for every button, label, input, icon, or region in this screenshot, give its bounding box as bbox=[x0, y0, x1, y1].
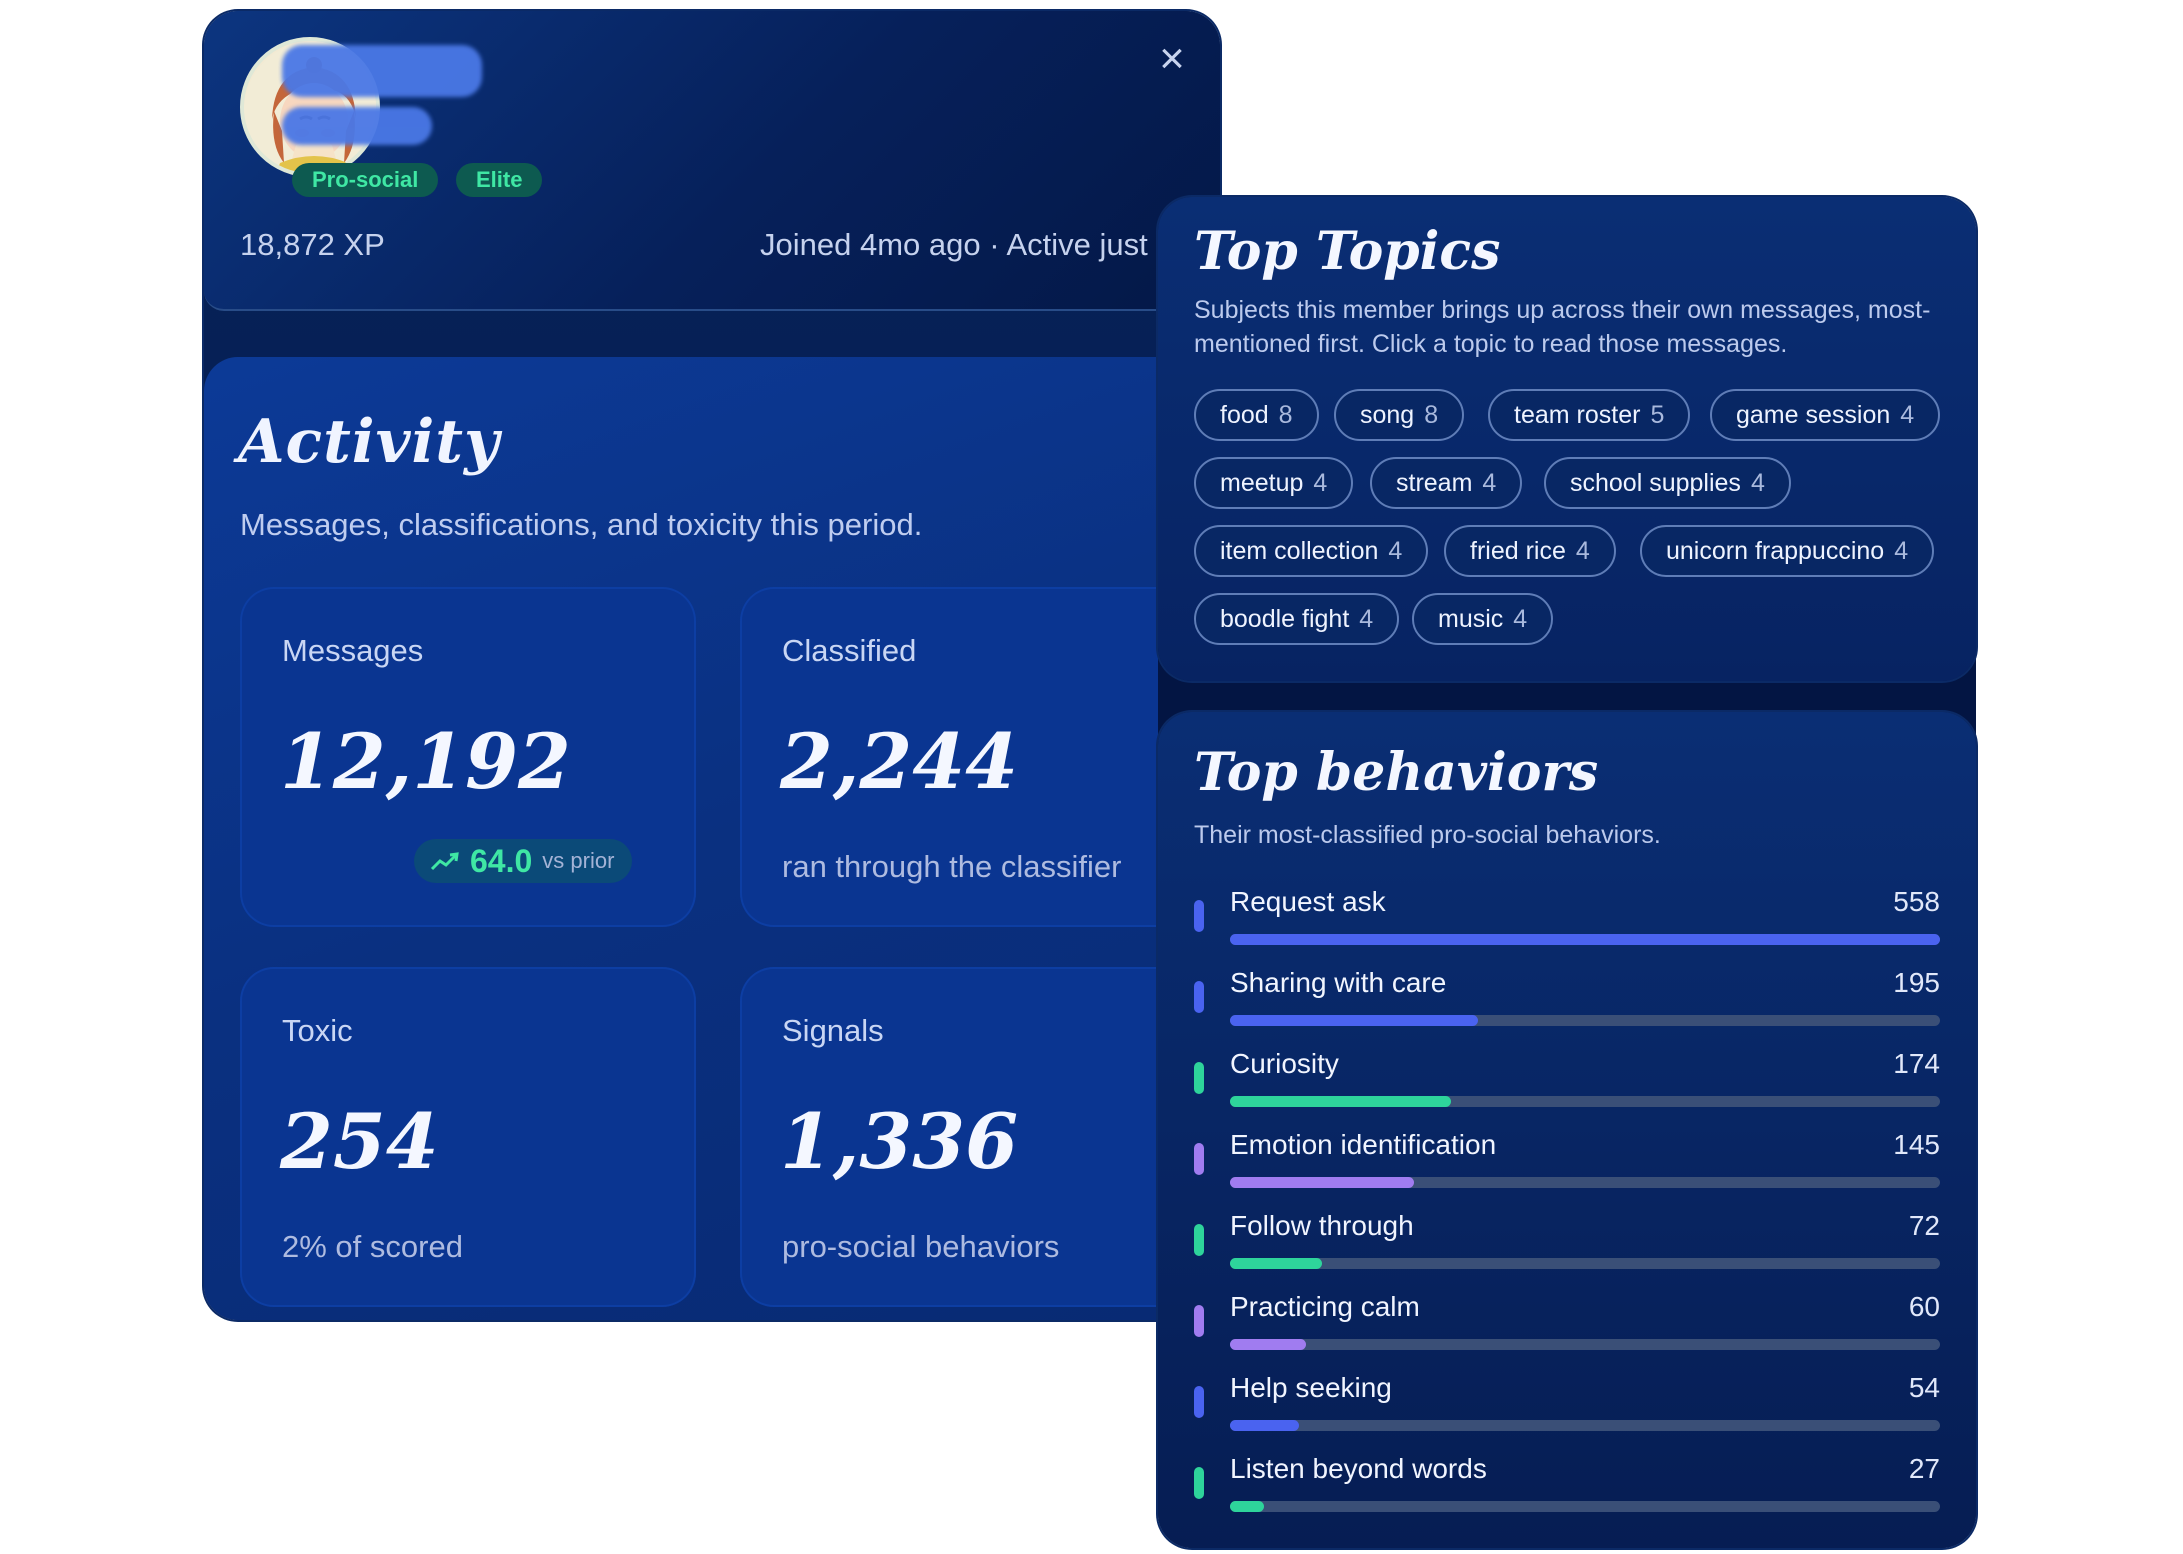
behavior-track bbox=[1230, 1420, 1940, 1431]
behavior-label: Curiosity bbox=[1230, 1048, 1339, 1079]
toxic-card: Toxic 254 2% of scored bbox=[240, 967, 696, 1307]
behavior-track bbox=[1230, 934, 1940, 945]
topic-chip[interactable]: song 8 bbox=[1334, 389, 1465, 441]
behavior-accent bbox=[1194, 981, 1204, 1013]
redacted-handle bbox=[282, 107, 432, 145]
behavior-row: Follow through 72 bbox=[1194, 1210, 1940, 1270]
trend-suffix: vs prior bbox=[542, 848, 615, 873]
topic-chip[interactable]: meetup 4 bbox=[1194, 457, 1354, 509]
behavior-bar bbox=[1230, 934, 1940, 945]
card-value: 254 bbox=[280, 1097, 439, 1186]
card-note: 2% of scored bbox=[282, 1229, 463, 1264]
behavior-count: 27 bbox=[1908, 1453, 1940, 1484]
behavior-accent bbox=[1194, 1305, 1204, 1337]
behavior-count: 54 bbox=[1908, 1372, 1940, 1403]
activity-section: Activity Messages, classifications, and … bbox=[204, 357, 1220, 1320]
topic-chip[interactable]: food 8 bbox=[1194, 389, 1319, 441]
behavior-bar bbox=[1230, 1339, 1307, 1350]
behavior-track bbox=[1230, 1177, 1940, 1188]
card-label: Messages bbox=[282, 633, 424, 668]
xp-count: 18,872 XP bbox=[240, 227, 385, 262]
profile-panel: Pro-social Elite × 18,872 XP Joined 4mo … bbox=[204, 11, 1220, 1320]
card-value: 12,192 bbox=[280, 717, 571, 806]
badge-pro-social: Pro-social bbox=[292, 163, 439, 197]
joined-status: Joined 4mo ago · Active just n bbox=[760, 227, 1174, 262]
trend-badge: 64.0 vs prior bbox=[414, 839, 633, 883]
close-icon[interactable]: × bbox=[1159, 34, 1185, 83]
behavior-row: Sharing with care 195 bbox=[1194, 967, 1940, 1027]
profile-header: Pro-social Elite × 18,872 XP Joined 4mo … bbox=[204, 11, 1220, 311]
signals-card: Signals 1,336 pro-social behaviors bbox=[740, 967, 1196, 1307]
behavior-row: Listen beyond words 27 bbox=[1194, 1453, 1940, 1513]
behavior-track bbox=[1230, 1015, 1940, 1026]
behavior-row: Curiosity 174 bbox=[1194, 1048, 1940, 1108]
behavior-row: Emotion identification 145 bbox=[1194, 1129, 1940, 1189]
behaviors-subtitle: Their most-classified pro-social behavio… bbox=[1194, 821, 1661, 849]
card-label: Classified bbox=[782, 633, 917, 668]
behavior-accent bbox=[1194, 900, 1204, 932]
behavior-count: 145 bbox=[1893, 1129, 1940, 1160]
card-label: Toxic bbox=[282, 1013, 353, 1048]
behavior-count: 195 bbox=[1893, 967, 1940, 998]
behavior-label: Request ask bbox=[1230, 886, 1386, 917]
behavior-row: Help seeking 54 bbox=[1194, 1372, 1940, 1432]
behavior-bar bbox=[1230, 1258, 1322, 1269]
behavior-label: Help seeking bbox=[1230, 1372, 1392, 1403]
behavior-label: Listen beyond words bbox=[1230, 1453, 1487, 1484]
trend-value: 64.0 bbox=[470, 842, 533, 879]
activity-title: Activity bbox=[238, 407, 500, 477]
behavior-bar bbox=[1230, 1420, 1299, 1431]
topic-chip[interactable]: item collection 4 bbox=[1194, 525, 1429, 577]
behavior-accent bbox=[1194, 1143, 1204, 1175]
behavior-label: Practicing calm bbox=[1230, 1291, 1420, 1322]
classified-card: Classified 2,244 ran through the classif… bbox=[740, 587, 1196, 927]
card-value: 1,336 bbox=[780, 1097, 1018, 1186]
behavior-track bbox=[1230, 1501, 1940, 1512]
behavior-bar bbox=[1230, 1015, 1479, 1026]
behavior-accent bbox=[1194, 1062, 1204, 1094]
topic-chip[interactable]: boodle fight 4 bbox=[1194, 593, 1400, 645]
topic-chip[interactable]: team roster 5 bbox=[1488, 389, 1691, 441]
card-value: 2,244 bbox=[780, 717, 1018, 806]
behavior-count: 60 bbox=[1908, 1291, 1940, 1322]
behavior-track bbox=[1230, 1258, 1940, 1269]
card-note: pro-social behaviors bbox=[782, 1229, 1060, 1264]
behavior-count: 558 bbox=[1893, 886, 1940, 917]
behavior-count: 72 bbox=[1908, 1210, 1940, 1241]
behavior-label: Emotion identification bbox=[1230, 1129, 1497, 1160]
behavior-accent bbox=[1194, 1467, 1204, 1499]
behavior-label: Sharing with care bbox=[1230, 967, 1447, 998]
behaviors-title: Top behaviors bbox=[1194, 742, 1599, 803]
topic-chip[interactable]: school supplies 4 bbox=[1544, 457, 1791, 509]
behavior-row: Practicing calm 60 bbox=[1194, 1291, 1940, 1351]
topic-chip[interactable]: stream 4 bbox=[1370, 457, 1523, 509]
activity-subtitle: Messages, classifications, and toxicity … bbox=[240, 507, 923, 542]
topic-chip[interactable]: music 4 bbox=[1412, 593, 1554, 645]
topics-title: Top Topics bbox=[1194, 221, 1501, 282]
behavior-label: Follow through bbox=[1230, 1210, 1414, 1241]
topics-subtitle: Subjects this member brings up across th… bbox=[1194, 296, 1931, 358]
card-note: ran through the classifier bbox=[782, 849, 1122, 884]
top-behaviors-panel: Top behaviors Their most-classified pro-… bbox=[1158, 712, 1976, 1548]
trend-up-icon bbox=[430, 852, 459, 871]
top-topics-panel: Top Topics Subjects this member brings u… bbox=[1158, 197, 1976, 681]
badge-elite: Elite bbox=[456, 163, 543, 197]
behavior-track bbox=[1230, 1096, 1940, 1107]
behavior-bar bbox=[1230, 1096, 1452, 1107]
messages-card: Messages 12,192 64.0 vs prior bbox=[240, 587, 696, 927]
behavior-track bbox=[1230, 1339, 1940, 1350]
behavior-accent bbox=[1194, 1224, 1204, 1256]
redacted-name bbox=[282, 45, 482, 97]
topic-chip[interactable]: game session 4 bbox=[1710, 389, 1941, 441]
behavior-bar bbox=[1230, 1501, 1265, 1512]
behavior-row: Request ask 558 bbox=[1194, 886, 1940, 946]
behavior-bar bbox=[1230, 1177, 1415, 1188]
behavior-accent bbox=[1194, 1386, 1204, 1418]
behavior-count: 174 bbox=[1893, 1048, 1940, 1079]
card-label: Signals bbox=[782, 1013, 884, 1048]
topic-chip[interactable]: fried rice 4 bbox=[1444, 525, 1616, 577]
topic-chip[interactable]: unicorn frappuccino 4 bbox=[1640, 525, 1935, 577]
